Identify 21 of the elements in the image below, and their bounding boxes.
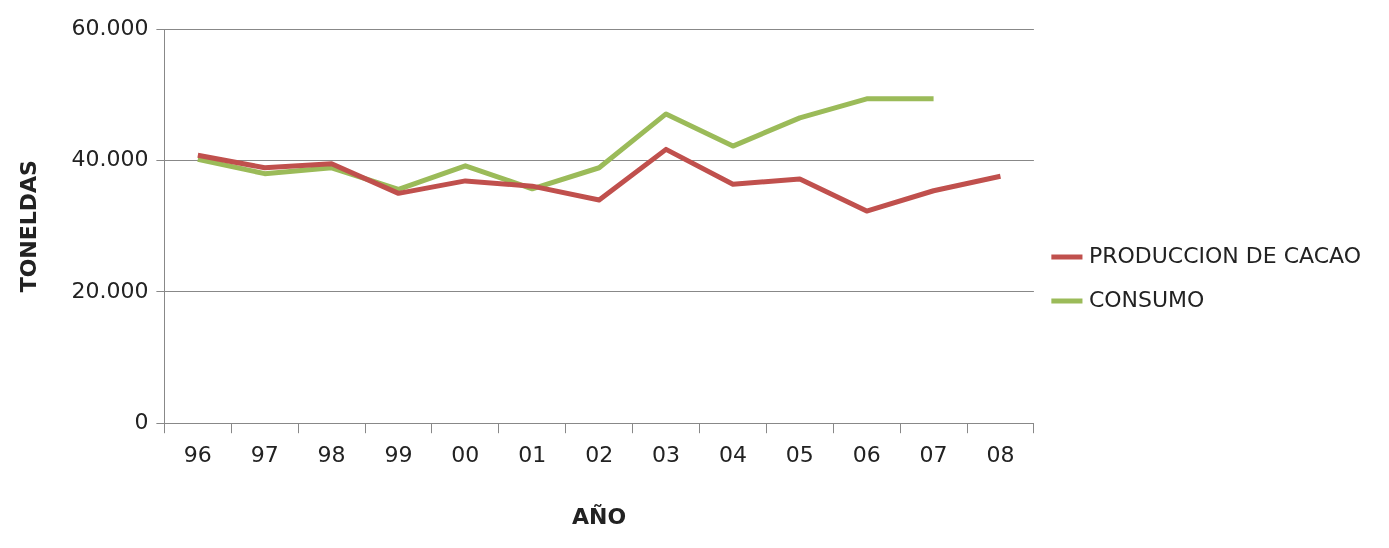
- x-tick-label: 06: [852, 442, 881, 468]
- y-tick-label: 40.000: [71, 146, 149, 172]
- x-tick-label: 07: [919, 442, 948, 468]
- y-tick-label: 60.000: [71, 14, 149, 40]
- x-tick-label: 01: [518, 442, 547, 468]
- x-tick-label: 00: [451, 442, 480, 468]
- x-axis-title: AÑO: [572, 503, 627, 529]
- y-tick-label: 0: [134, 408, 149, 434]
- x-tick-label: 97: [250, 442, 279, 468]
- x-tick-label: 05: [785, 442, 814, 468]
- x-tick-label: 98: [317, 442, 346, 468]
- x-tick-label: 03: [652, 442, 681, 468]
- x-tick-label: 02: [585, 442, 614, 468]
- legend-label: CONSUMO: [1088, 286, 1205, 312]
- x-tick-label: 99: [384, 442, 413, 468]
- y-axis-title: TONELDAS: [15, 160, 41, 293]
- legend-label: PRODUCCION DE CACAO: [1088, 242, 1361, 268]
- x-tick-label: 08: [986, 442, 1015, 468]
- y-tick-label: 20.000: [71, 277, 149, 303]
- x-tick-label: 04: [718, 442, 747, 468]
- x-tick-label: 96: [183, 442, 212, 468]
